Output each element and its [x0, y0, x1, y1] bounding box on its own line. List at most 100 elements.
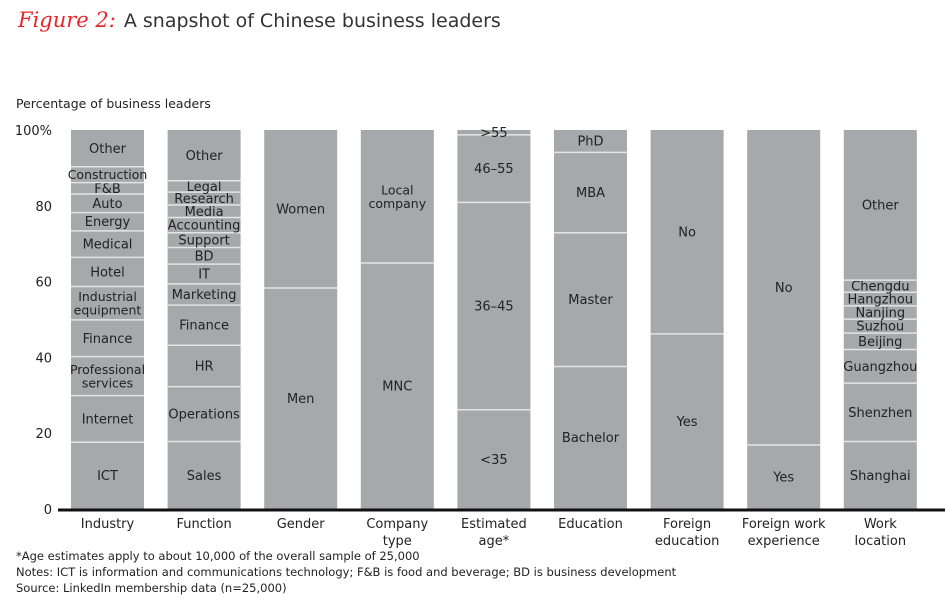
bar-segment	[167, 247, 241, 265]
segment-label: Shanghai	[850, 469, 911, 484]
category-label: Function	[176, 517, 231, 532]
category-label: Foreign work experience	[742, 517, 826, 549]
segment-label: HR	[195, 359, 214, 374]
segment-label: Shenzhen	[848, 406, 912, 421]
segment-label: Research	[174, 192, 234, 207]
bar-segment	[71, 442, 144, 509]
bar-segment	[747, 130, 821, 445]
segment-label: MNC	[382, 380, 412, 395]
bar-segment	[71, 130, 144, 167]
segment-label: Medical	[83, 238, 133, 253]
segment-label: MBA	[576, 186, 605, 201]
category-label: Education	[558, 517, 623, 532]
source-note: Source: LinkedIn membership data (n=25,0…	[16, 581, 287, 595]
bar-segment	[843, 383, 917, 442]
segment-label: PhD	[577, 135, 603, 150]
segment-label: No	[678, 225, 696, 240]
segment-label: Legal	[187, 180, 222, 195]
segment-label: 36–45	[474, 300, 514, 315]
segment-label: Media	[185, 205, 224, 220]
bar-segment	[167, 180, 241, 193]
segment-label: Hotel	[90, 265, 124, 280]
category-label: Work location	[855, 517, 907, 549]
bar-segment	[167, 283, 241, 306]
bar-segment	[843, 292, 917, 306]
figure-label: Figure 2:	[18, 8, 116, 32]
category-label: Company type	[366, 517, 428, 549]
bar-segment	[843, 130, 917, 281]
segment-label: Other	[186, 149, 224, 164]
bar-segment	[167, 232, 241, 248]
segment-label: Men	[287, 392, 314, 407]
segment-label: Suzhou	[856, 320, 904, 335]
segment-label: No	[775, 281, 793, 296]
segment-label: Accounting	[168, 219, 241, 234]
bar-segment	[457, 409, 531, 509]
segment-label: Nanjing	[855, 306, 905, 321]
bar-segment	[650, 130, 724, 334]
bar-segment	[71, 356, 144, 396]
bar-segment	[843, 305, 917, 320]
y-tick-label: 80	[35, 200, 52, 215]
segment-label: Women	[276, 203, 325, 218]
bar-segment	[71, 230, 144, 258]
segment-label: Construction	[68, 167, 148, 182]
segment-label: F&B	[94, 182, 121, 197]
bar-segment	[264, 130, 338, 289]
bar-segment	[167, 130, 241, 181]
bar-segment	[167, 192, 241, 206]
segment-label: Guangzhou	[843, 360, 917, 375]
bar-segment	[167, 217, 241, 233]
segment-label: 46–55	[474, 162, 514, 177]
segment-label: Yes	[676, 415, 698, 430]
bar-segment	[167, 386, 241, 442]
y-tick-label: 0	[44, 503, 52, 518]
y-axis-label: Percentage of business leaders	[16, 96, 211, 111]
bar-segment	[650, 333, 724, 509]
segment-label: Energy	[85, 215, 131, 230]
bar-segment	[554, 232, 627, 367]
bar-segment	[167, 205, 241, 218]
bar-segment	[457, 202, 531, 410]
segment-label: Other	[89, 142, 127, 157]
bar-segment	[71, 194, 144, 213]
bar-segment	[747, 444, 821, 509]
segment-label: Sales	[187, 469, 222, 484]
segment-label: Internet	[82, 412, 134, 427]
segment-label: ICT	[97, 469, 118, 484]
segment-label: Finance	[83, 332, 133, 347]
category-label: Foreign education	[655, 517, 720, 549]
segment-label: Finance	[179, 319, 229, 334]
segment-label: <35	[480, 453, 507, 468]
bar-segment	[167, 264, 241, 284]
bar-segment	[554, 366, 627, 509]
segment-label: Bachelor	[562, 431, 620, 446]
abbreviation-note: Notes: ICT is information and communicat…	[16, 565, 677, 579]
bar-segment	[167, 305, 241, 346]
segment-label: Local company	[368, 182, 426, 211]
bar-segment	[71, 319, 144, 357]
bar-segment	[71, 212, 144, 231]
segment-label: Auto	[92, 197, 122, 212]
segment-label: Professional services	[70, 362, 145, 391]
segment-label: Beijing	[858, 335, 902, 350]
bar-segment	[457, 134, 531, 203]
y-tick-label: 40	[35, 351, 52, 366]
segment-label: Chengdu	[851, 280, 909, 295]
segment-label: Marketing	[172, 288, 237, 303]
segment-label: Support	[178, 234, 229, 249]
bar-segment	[71, 257, 144, 287]
category-label: Gender	[277, 517, 326, 532]
bar-segment	[554, 130, 627, 153]
bar-segment	[167, 441, 241, 509]
segment-label: IT	[198, 268, 210, 283]
segment-label: Other	[862, 199, 900, 214]
y-tick-label: 20	[35, 427, 52, 442]
y-tick-label: 100%	[15, 124, 52, 139]
bar-segment	[843, 441, 917, 509]
bar-segment	[71, 395, 144, 443]
title-text: A snapshot of Chinese business leaders	[123, 10, 501, 32]
bar-segment	[71, 286, 144, 320]
